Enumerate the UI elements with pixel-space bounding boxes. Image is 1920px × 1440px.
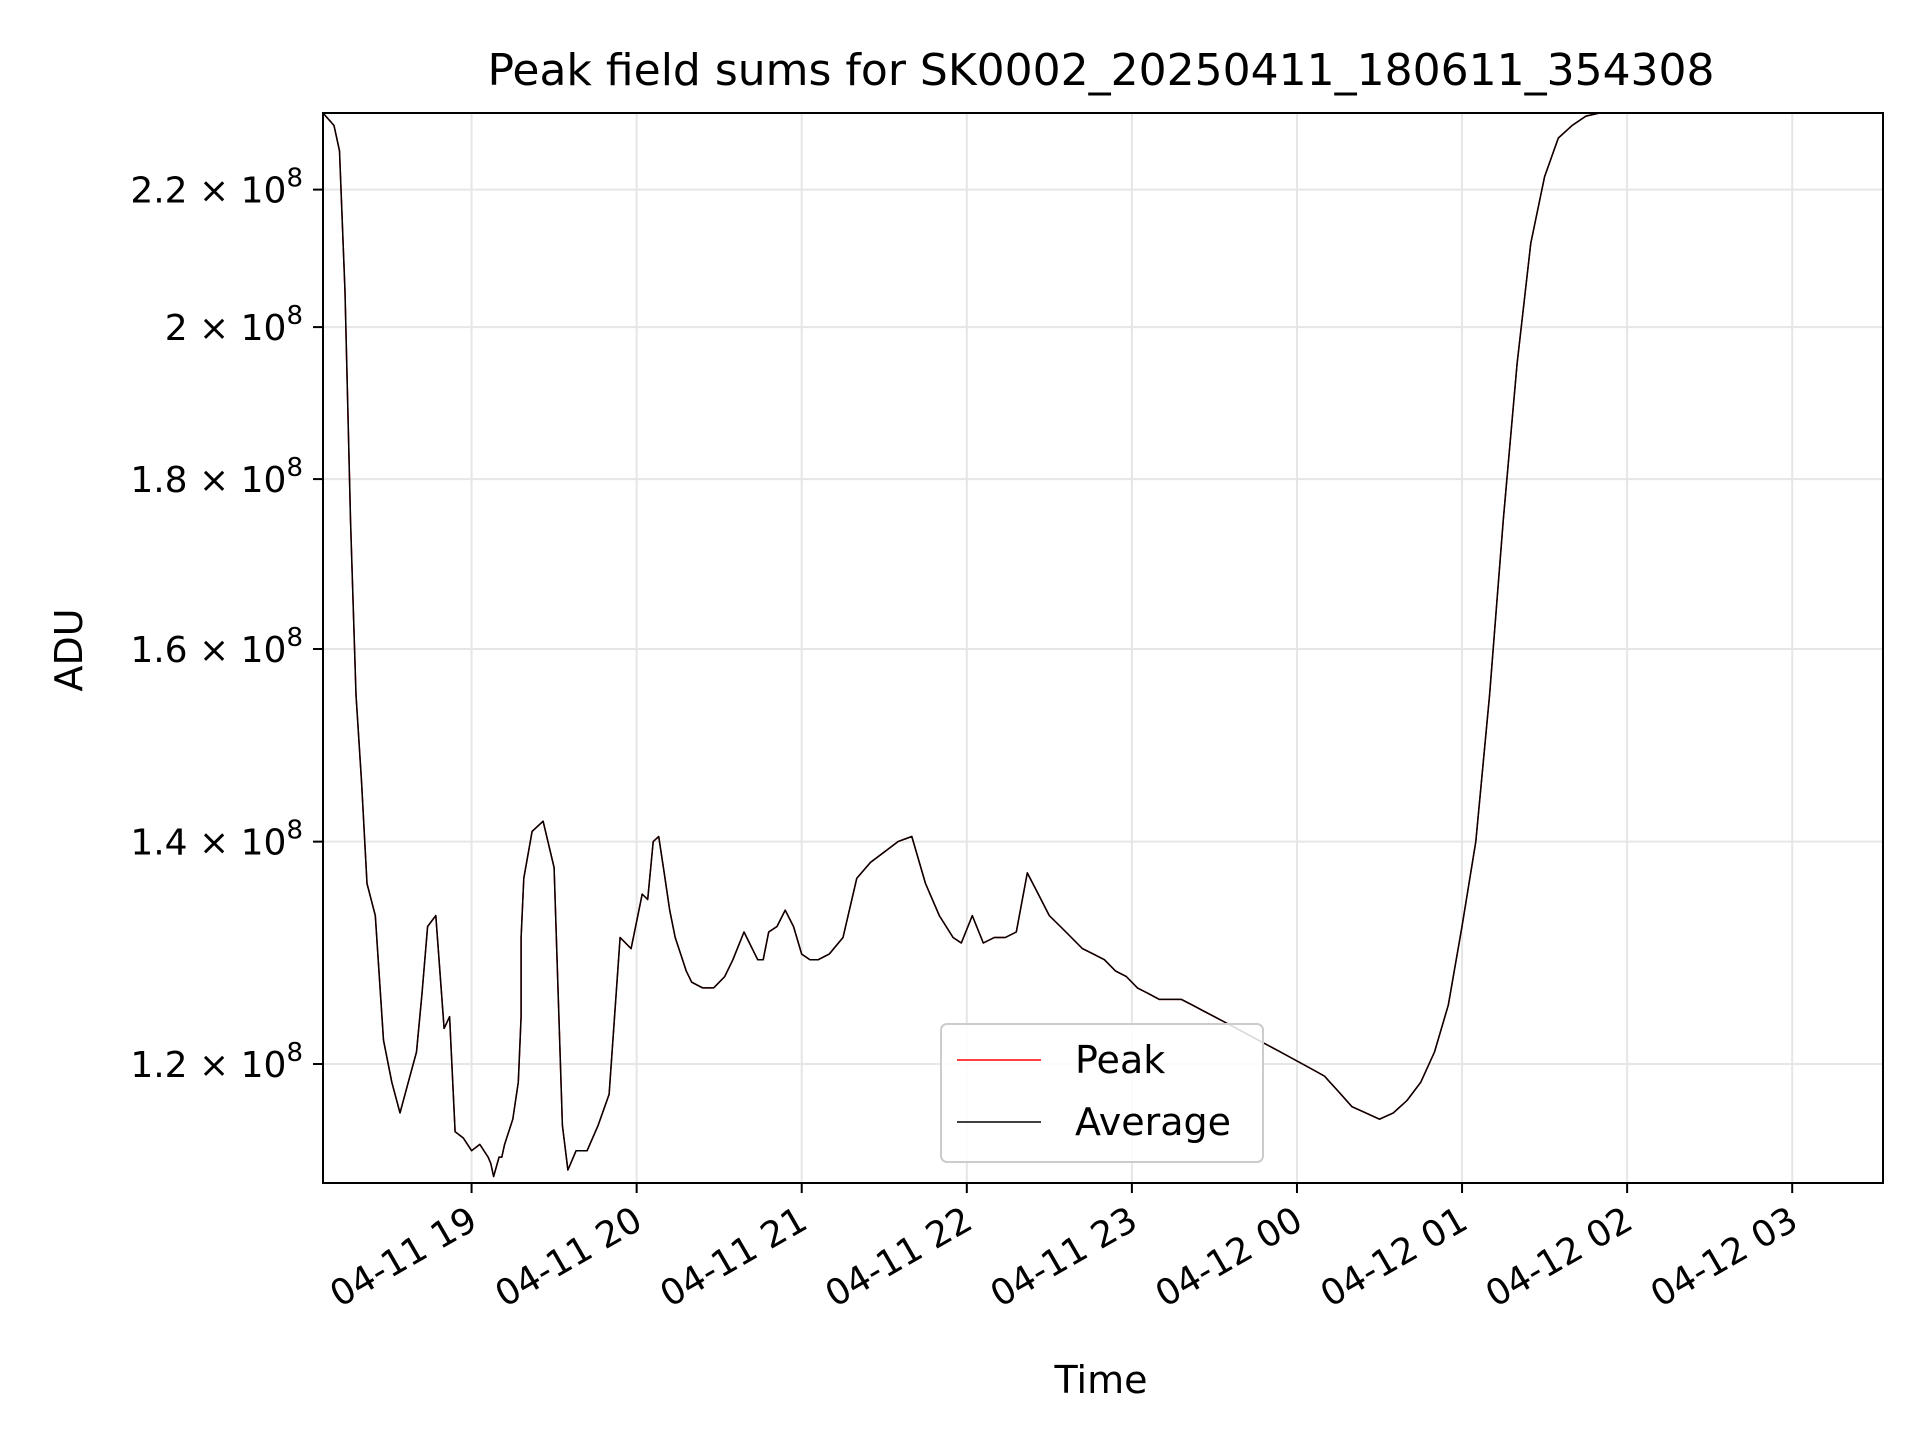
y-tick-label: 2 × 108 <box>165 301 303 349</box>
y-axis-ticks: 1.2 × 108 1.4 × 108 1.6 × 108 1.8 × 108 2 × … <box>130 164 323 1086</box>
y-axis-label: ADU <box>47 608 91 691</box>
legend-label-average: Average <box>1075 1100 1231 1144</box>
legend-label-peak: Peak <box>1075 1038 1165 1082</box>
y-tick-label: 2.2 × 108 <box>130 164 303 212</box>
plot-lines <box>322 112 1883 1178</box>
legend-frame <box>940 1023 1264 1163</box>
legend: Peak Average <box>940 1023 1264 1163</box>
y-tick-label: 1.2 × 108 <box>130 1038 303 1086</box>
y-tick-label: 1.8 × 108 <box>130 453 303 501</box>
chart-title: Peak field sums for SK0002_20250411_1806… <box>487 45 1714 96</box>
series-line-average <box>322 112 1883 1178</box>
x-axis-label: Time <box>1054 1358 1148 1402</box>
plot-frame <box>322 112 1884 1184</box>
y-tick-label: 1.6 × 108 <box>130 623 303 671</box>
y-tick-label: 1.4 × 108 <box>130 816 303 864</box>
